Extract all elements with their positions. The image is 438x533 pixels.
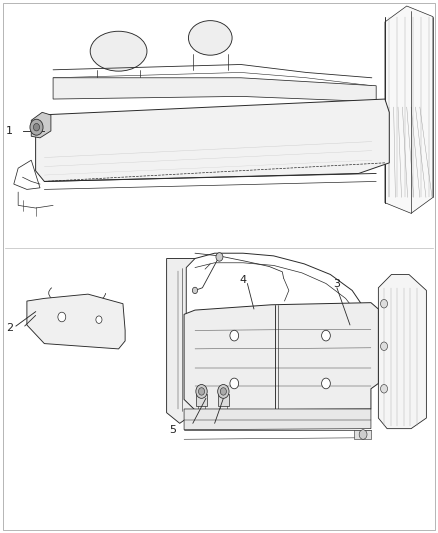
Text: 4: 4 xyxy=(240,275,247,285)
Polygon shape xyxy=(31,112,51,138)
Circle shape xyxy=(321,378,330,389)
Circle shape xyxy=(96,316,102,324)
Polygon shape xyxy=(27,294,125,349)
Polygon shape xyxy=(166,259,195,423)
Polygon shape xyxy=(196,394,207,406)
Circle shape xyxy=(218,384,229,398)
Circle shape xyxy=(58,312,66,322)
Circle shape xyxy=(230,378,239,389)
Polygon shape xyxy=(218,394,229,406)
Ellipse shape xyxy=(208,143,230,151)
Text: 3: 3 xyxy=(333,279,340,288)
Text: 1: 1 xyxy=(6,126,13,136)
Circle shape xyxy=(30,119,43,135)
Circle shape xyxy=(196,384,207,398)
Polygon shape xyxy=(35,99,389,181)
Polygon shape xyxy=(354,430,371,439)
Circle shape xyxy=(230,330,239,341)
Circle shape xyxy=(359,430,367,439)
Text: 5: 5 xyxy=(170,425,177,435)
Circle shape xyxy=(381,342,388,351)
Polygon shape xyxy=(184,409,371,430)
Ellipse shape xyxy=(188,21,232,55)
Circle shape xyxy=(381,384,388,393)
Text: 2: 2 xyxy=(6,322,13,333)
Circle shape xyxy=(192,287,198,294)
Circle shape xyxy=(220,387,226,395)
Circle shape xyxy=(321,330,330,341)
Polygon shape xyxy=(184,303,378,410)
Polygon shape xyxy=(385,6,433,213)
Polygon shape xyxy=(53,78,376,102)
Circle shape xyxy=(216,253,223,261)
Circle shape xyxy=(198,387,205,395)
Circle shape xyxy=(381,300,388,308)
Ellipse shape xyxy=(201,140,237,154)
Circle shape xyxy=(33,124,39,131)
Ellipse shape xyxy=(90,31,147,71)
Polygon shape xyxy=(378,274,426,429)
